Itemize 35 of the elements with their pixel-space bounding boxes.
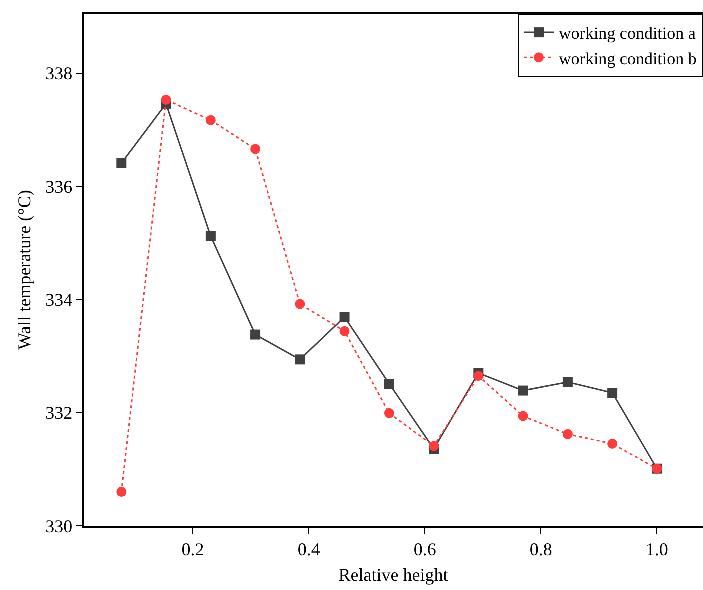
legend-label: working condition a [559,24,696,44]
point [206,231,216,242]
x-tick-label: 1.0 [646,539,668,560]
point [340,312,350,322]
point [518,386,528,396]
y-tick-label: 338 [46,64,73,84]
legend-label: working condition b [559,49,697,68]
point [250,330,261,340]
point [295,354,306,365]
point [116,158,127,168]
x-tick-label: 0.6 [414,539,436,560]
x-tick-label: 0.8 [530,539,552,560]
point [608,438,618,449]
x-axis-title: Relative height [338,564,448,585]
point [161,94,172,105]
point [384,408,394,418]
point [562,429,573,440]
x-tick-label: 0.4 [298,539,320,560]
y-tick-label: 330 [46,516,73,536]
point [295,299,306,310]
point [116,487,127,498]
point [518,411,528,422]
y-tick-label: 336 [46,176,73,197]
y-tick-label: 334 [46,290,73,310]
point [384,379,394,389]
point [340,326,350,336]
x-tick-label: 0.2 [182,539,204,560]
point [206,115,216,126]
point [429,441,440,452]
y-tick-label: 332 [46,403,73,424]
y-axis-title: Wall temperature (°C) [14,190,34,350]
point [562,377,573,388]
point [250,144,261,154]
point [474,371,484,382]
point [608,388,618,398]
